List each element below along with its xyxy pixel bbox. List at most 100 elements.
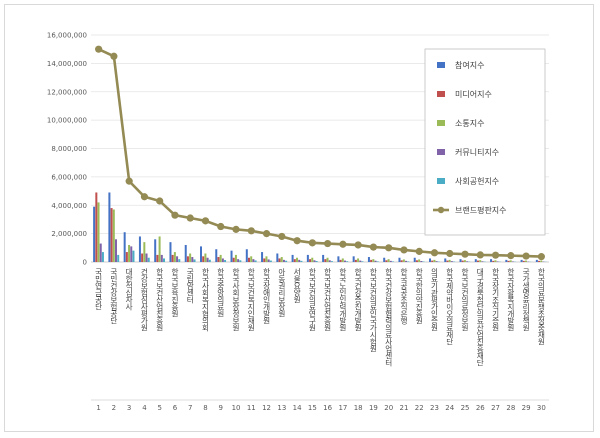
bar — [535, 259, 538, 262]
bar — [311, 257, 314, 262]
category-label: 한국보건산업진흥원 — [155, 268, 164, 332]
bar — [479, 260, 482, 262]
bar — [224, 260, 227, 262]
bar — [525, 260, 527, 262]
bar — [383, 257, 386, 262]
bar — [507, 260, 510, 262]
bar — [219, 254, 222, 262]
category-label: 한국보건의료정보원 — [461, 268, 470, 332]
bar — [387, 259, 390, 262]
line-point — [339, 240, 347, 248]
line-point — [125, 177, 133, 185]
bar — [263, 258, 266, 262]
bar — [446, 260, 449, 262]
y-tick-label: 16,000,000 — [47, 32, 87, 40]
line-point — [369, 243, 378, 251]
bar — [186, 256, 189, 262]
bar — [293, 259, 296, 262]
line-point — [522, 252, 530, 260]
category-label: 아동권리보장원 — [277, 267, 286, 318]
bar — [245, 249, 248, 262]
bar — [232, 257, 235, 262]
bar — [208, 259, 211, 262]
bar — [248, 257, 250, 262]
bar — [511, 261, 514, 262]
index-label: 18 — [354, 404, 363, 412]
line-point — [537, 253, 545, 261]
bar — [400, 260, 403, 262]
index-label: 10 — [232, 404, 241, 412]
bar — [239, 260, 242, 262]
bar — [154, 239, 157, 262]
bar — [466, 261, 469, 262]
bar — [341, 258, 344, 262]
bar — [494, 260, 497, 262]
y-tick-label: 12,000,000 — [47, 88, 87, 96]
index-label: 30 — [537, 404, 546, 412]
bar — [374, 260, 377, 262]
index-label: 25 — [461, 404, 470, 412]
index-label: 14 — [293, 404, 302, 412]
bar — [173, 252, 176, 262]
bar — [433, 259, 436, 262]
category-label: 한국장애인개발원 — [262, 268, 271, 325]
index-label: 27 — [491, 404, 500, 412]
line-point — [232, 225, 240, 233]
bar — [234, 254, 237, 262]
bar — [280, 257, 283, 262]
index-label: 17 — [338, 404, 347, 412]
bar — [141, 253, 144, 262]
bar — [540, 260, 543, 262]
brand-reputation-chart: 0 2,000,000 4,000,000 6,000,000 8,000,000 10,… — [47, 32, 549, 412]
bar — [324, 259, 327, 262]
index-label: 9 — [219, 404, 223, 412]
category-label: 한국보건의료인국가시험원 — [369, 268, 378, 353]
bar — [354, 259, 357, 262]
bar — [326, 257, 329, 262]
bar — [117, 254, 120, 262]
index-label: 24 — [445, 404, 454, 412]
bar — [435, 261, 438, 262]
bar — [202, 256, 205, 262]
legend-label: 브랜드평판지수 — [455, 205, 507, 215]
category-label: 대한적십자사 — [125, 268, 134, 312]
index-label: 22 — [415, 404, 424, 412]
bar — [143, 242, 146, 262]
index-label: 16 — [323, 404, 332, 412]
category-label: 의료기관평가인증원 — [430, 267, 439, 332]
bar — [267, 259, 270, 262]
legend-swatch — [437, 149, 445, 155]
category-label: 한국보건복지인재원 — [247, 268, 256, 332]
legend-label: 미디어지수 — [455, 89, 492, 99]
bar — [252, 259, 255, 262]
bar — [298, 259, 301, 262]
bar — [448, 259, 451, 262]
index-label: 11 — [247, 404, 256, 412]
bar — [459, 259, 462, 262]
y-tick-label: 0 — [83, 259, 87, 267]
category-label: 한국보육진흥원 — [170, 268, 179, 318]
bar — [392, 261, 394, 262]
bar — [376, 261, 379, 262]
category-label: 한국한의약진흥원 — [415, 268, 424, 325]
legend-box — [424, 48, 546, 236]
line-point — [308, 239, 316, 247]
category-label: 한국보건산업진흥원 — [323, 268, 332, 332]
bar — [276, 253, 279, 262]
bar — [110, 208, 113, 262]
bar — [405, 260, 408, 262]
bar — [97, 202, 100, 262]
bar — [130, 246, 133, 262]
bar — [418, 259, 421, 262]
bar — [372, 259, 375, 262]
index-label: 21 — [400, 404, 409, 412]
line-point — [507, 252, 515, 260]
y-tick-label: 2,000,000 — [51, 230, 87, 238]
y-tick-label: 10,000,000 — [47, 117, 87, 125]
bar — [538, 260, 541, 262]
bar — [450, 261, 453, 262]
index-label: 15 — [308, 404, 317, 412]
index-label: 12 — [262, 404, 271, 412]
category-label: 한국의료분쟁조정중재원 — [537, 268, 546, 346]
